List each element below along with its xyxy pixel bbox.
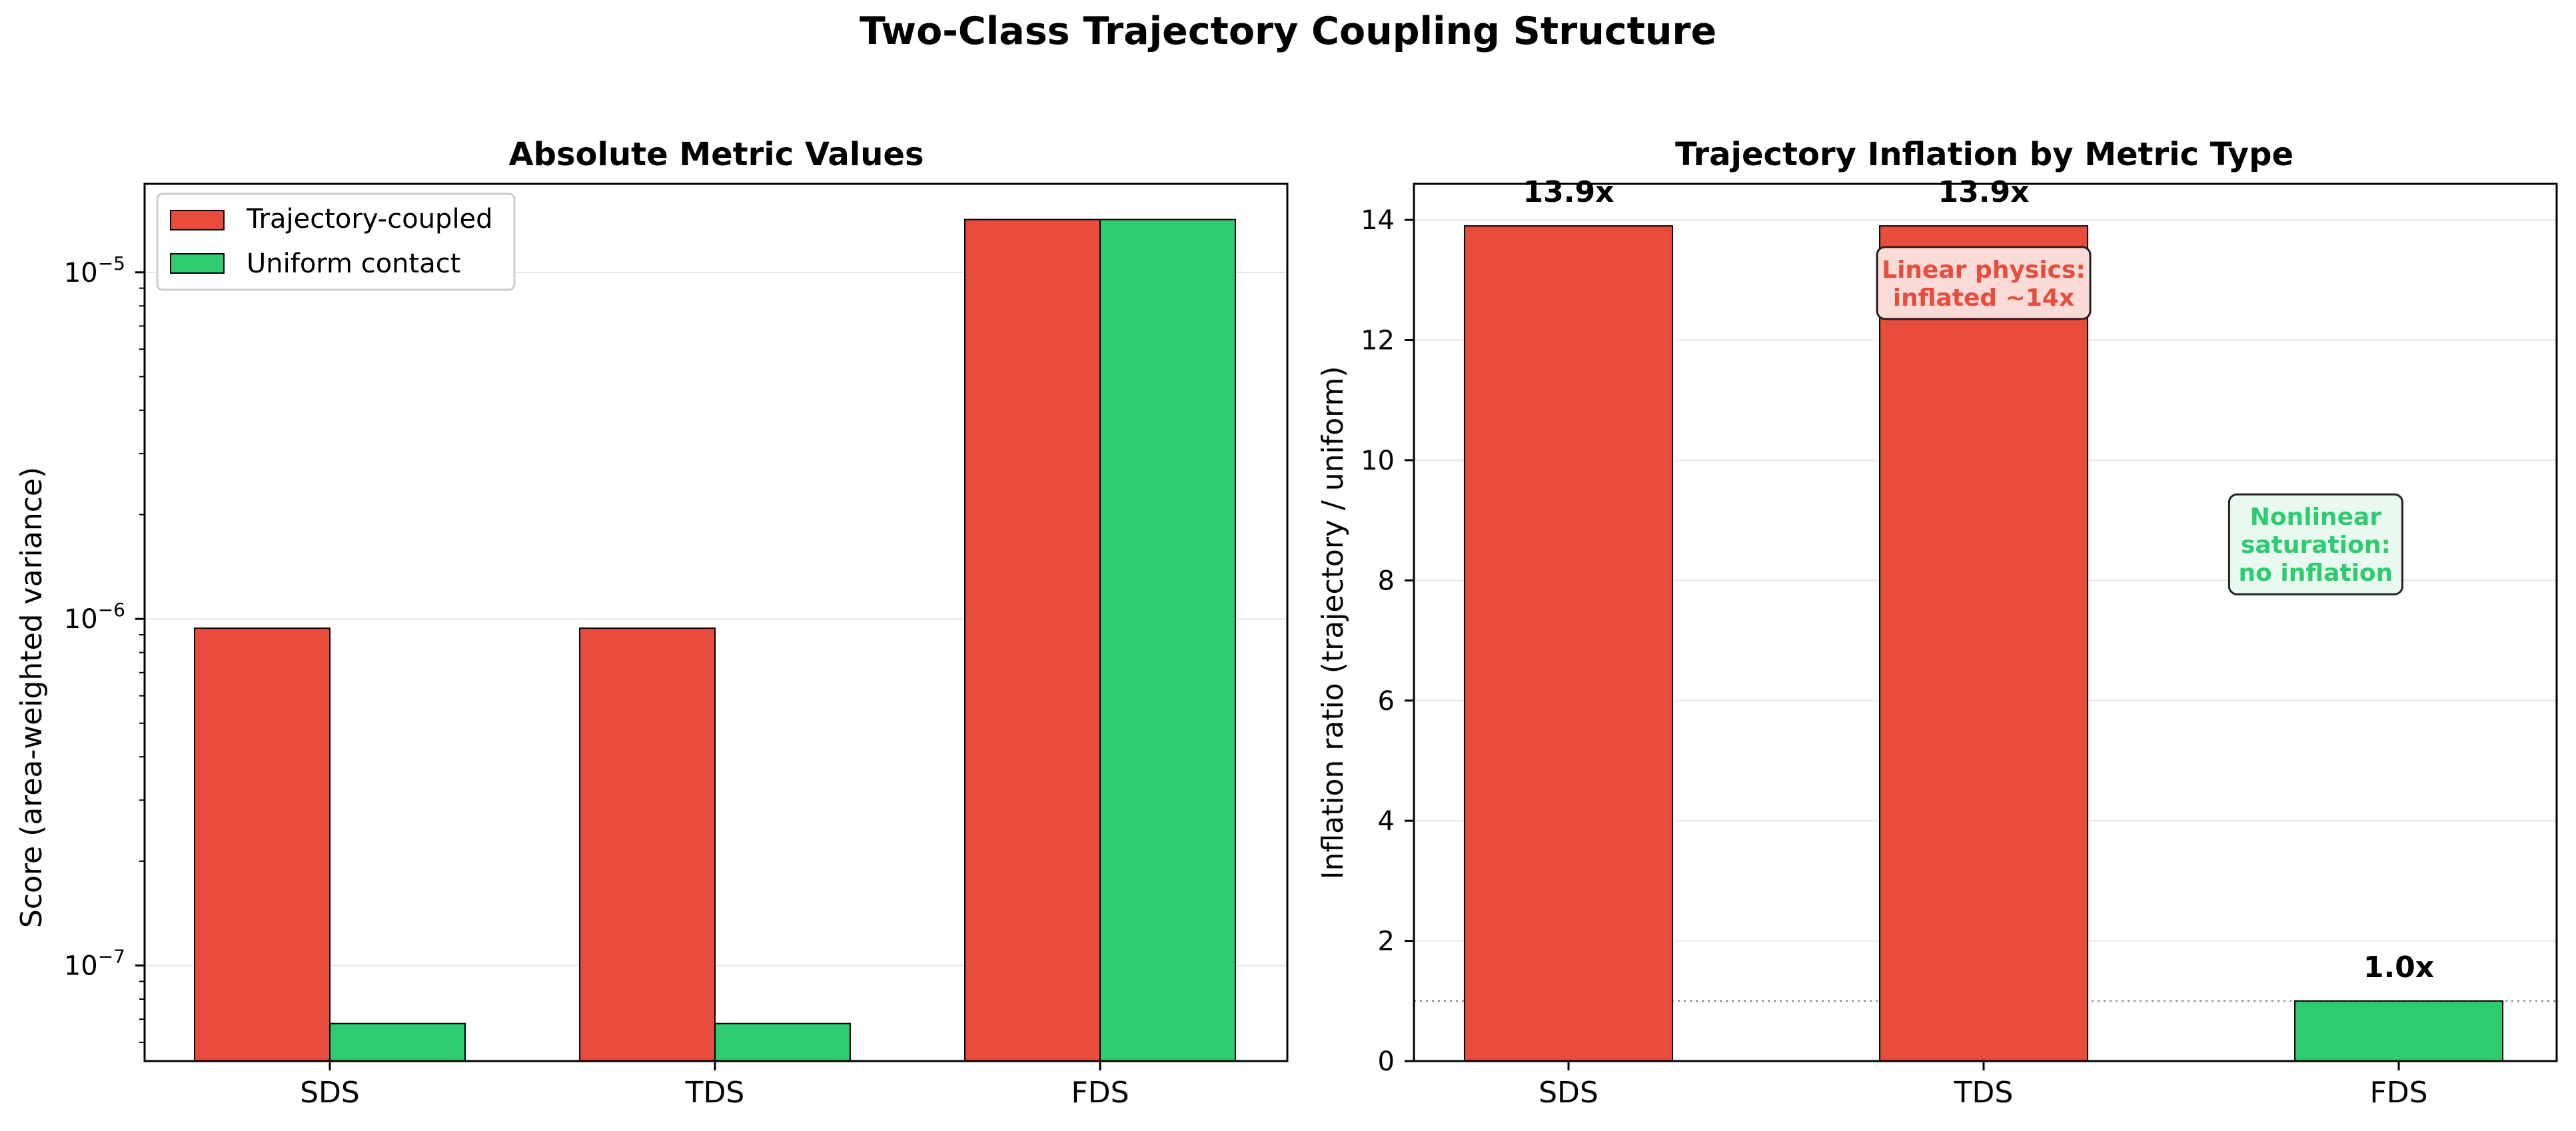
right-y-tick-label: 4 [1378,806,1395,837]
legend-label-trajectory: Trajectory-coupled [246,204,493,234]
figure-title: Two-Class Trajectory Coupling Structure [860,9,1716,53]
data-label-tds: 13.9x [1938,175,2030,209]
right-y-tick-label: 8 [1378,566,1395,596]
absolute-metric-chart: Absolute Metric Values Score (area-weigh… [15,136,1287,1110]
annotation-text-2: saturation: [2241,532,2391,559]
legend: Trajectory-coupled Uniform contact [157,194,514,290]
annotation-text-2: Nonlinear [2250,504,2382,531]
right-chart-title: Trajectory Inflation by Metric Type [1675,136,2293,173]
legend-label-uniform: Uniform contact [247,248,460,279]
data-label-fds: 1.0x [2363,950,2434,984]
bar-fds-uniform [1100,220,1235,1061]
annotation-text-2: no inflation [2239,560,2393,587]
bar-tds-trajectory [580,628,715,1061]
right-y-tick-label: 10 [1361,446,1395,476]
legend-swatch-uniform [171,254,224,273]
left-x-tick-label: TDS [685,1076,745,1110]
annotation-text-1: Linear physics: [1882,256,2086,284]
bar-tds-inflation [1880,226,2088,1061]
annotation-text-1: inflated ~14x [1893,284,2074,312]
left-chart-title: Absolute Metric Values [508,136,924,173]
left-y-tick-label: 10−7 [64,946,125,982]
bar-tds-uniform [715,1024,850,1061]
right-y-tick-label: 2 [1378,927,1395,957]
right-x-tick-label: FDS [2369,1076,2427,1110]
right-y-tick-label: 0 [1378,1046,1395,1077]
bar-fds-inflation [2295,1001,2503,1061]
left-y-axis-label: Score (area-weighted variance) [15,467,49,928]
bar-fds-trajectory [965,220,1100,1061]
left-y-tick-label: 10−6 [64,599,125,635]
bar-sds-trajectory [195,628,330,1061]
left-x-tick-label: SDS [300,1076,360,1110]
right-y-tick-label: 12 [1361,326,1395,356]
right-x-tick-label: TDS [1954,1076,2014,1110]
right-x-tick-label: SDS [1539,1076,1599,1110]
inflation-ratio-chart: Trajectory Inflation by Metric Type Infl… [1316,136,2557,1110]
right-y-tick-label: 6 [1378,686,1395,717]
left-x-tick-label: FDS [1071,1076,1129,1110]
legend-swatch-trajectory [171,210,224,230]
data-label-sds: 13.9x [1523,175,1614,209]
bar-sds-uniform [330,1024,465,1061]
left-y-tick-label: 10−5 [64,252,125,288]
bar-sds-inflation [1465,226,1672,1061]
right-y-axis-label: Inflation ratio (trajectory / uniform) [1316,366,1350,879]
right-y-tick-label: 14 [1361,205,1395,236]
